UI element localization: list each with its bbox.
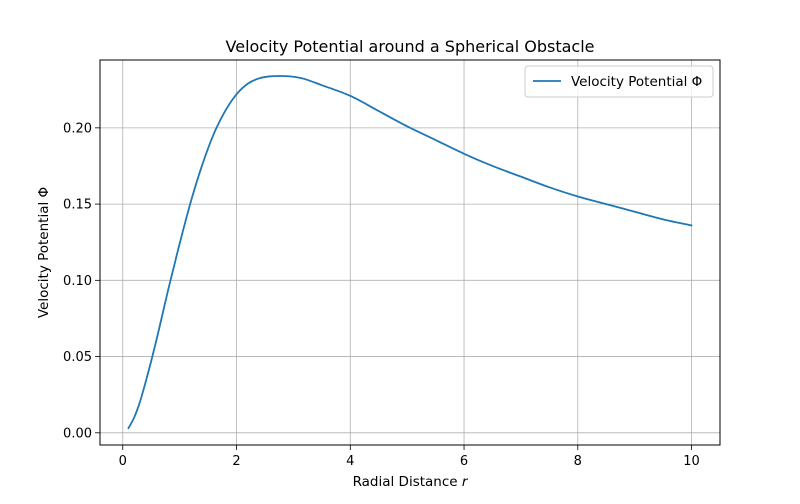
x-tick-label: 6 bbox=[460, 454, 468, 469]
y-tick-label: 0.05 bbox=[63, 350, 92, 365]
y-tick-label: 0.10 bbox=[63, 274, 92, 289]
y-axis-ticks: 0.00 0.05 0.10 0.15 0.20 bbox=[63, 121, 100, 441]
x-tick-label: 0 bbox=[119, 454, 127, 469]
x-tick-label: 2 bbox=[232, 454, 240, 469]
plot-frame bbox=[99, 59, 721, 446]
x-axis-label-variable: r bbox=[462, 474, 469, 490]
x-axis-label-main: Radial Distance bbox=[353, 474, 462, 490]
legend-box bbox=[524, 65, 714, 98]
chart-title: Velocity Potential around a Spherical Ob… bbox=[226, 37, 595, 56]
y-tick-label: 0.20 bbox=[63, 121, 92, 136]
y-tick-label: 0.00 bbox=[63, 426, 92, 441]
x-tick-label: 10 bbox=[683, 454, 700, 469]
x-tick-label: 4 bbox=[346, 454, 354, 469]
x-axis-label: Radial Distance r bbox=[353, 474, 469, 490]
series-line-velocity-potential bbox=[127, 75, 693, 430]
series-layer bbox=[127, 75, 693, 430]
x-axis-ticks: 0 2 4 6 8 10 bbox=[119, 445, 700, 469]
legend-label: Velocity Potential Φ bbox=[571, 74, 702, 90]
y-axis-label: Velocity Potential Φ bbox=[36, 187, 52, 318]
y-tick-label: 0.15 bbox=[63, 198, 92, 213]
x-tick-label: 8 bbox=[574, 454, 582, 469]
legend: Velocity Potential Φ bbox=[524, 65, 714, 98]
